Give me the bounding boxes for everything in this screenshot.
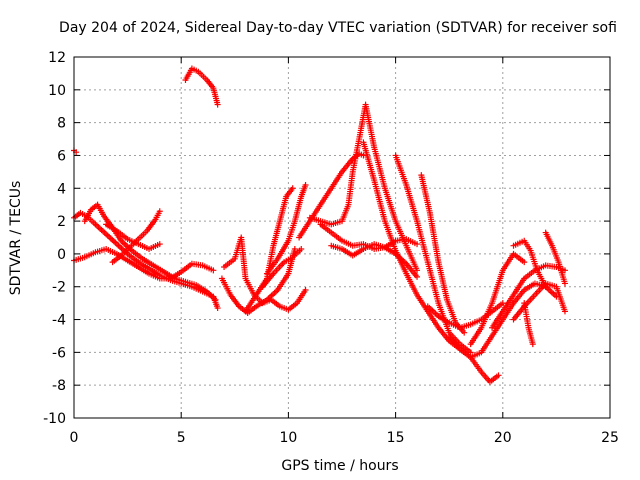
data-point: [156, 208, 163, 215]
y-tick-label: 12: [48, 50, 66, 66]
y-tick-label: 6: [57, 148, 66, 164]
y-tick-label: 8: [57, 116, 66, 132]
data-point: [561, 308, 568, 315]
x-tick-label: 25: [601, 430, 619, 446]
data-point: [302, 287, 309, 294]
y-tick-label: 2: [57, 214, 66, 230]
x-tick-label: 10: [279, 430, 297, 446]
data-point: [291, 245, 298, 252]
data-point: [210, 267, 217, 274]
y-axis-label: SDTVAR / TECUs: [8, 181, 24, 296]
data-point: [212, 296, 219, 303]
chart-title: Day 204 of 2024, Sidereal Day-to-day VTE…: [59, 20, 617, 36]
y-tick-label: -8: [52, 378, 66, 394]
x-tick-label: 0: [70, 430, 79, 446]
y-tick-label: 4: [57, 181, 66, 197]
data-point: [214, 305, 221, 312]
data-point: [529, 341, 536, 348]
data-point: [495, 372, 502, 379]
x-axis-label: GPS time / hours: [281, 458, 398, 474]
data-point: [561, 280, 568, 287]
x-tick-label: 5: [177, 430, 186, 446]
y-tick-label: -2: [52, 280, 66, 296]
data-point: [414, 267, 421, 274]
y-tick-label: 10: [48, 83, 66, 99]
y-tick-label: -4: [52, 313, 66, 329]
data-points: [71, 65, 568, 385]
axis-ticks: 0 5 10 15 20 25 -10 -8 -6 -4 -2 0 2 4 6 8 10 12: [43, 50, 619, 446]
y-tick-label: -6: [52, 345, 66, 361]
data-point: [414, 273, 421, 280]
data-point: [289, 185, 296, 192]
data-point: [414, 241, 421, 248]
data-point: [521, 259, 528, 266]
data-point: [156, 241, 163, 248]
grid-lines: [74, 57, 610, 418]
y-tick-label: 0: [57, 247, 66, 263]
x-tick-label: 20: [494, 430, 512, 446]
data-point: [214, 101, 221, 108]
data-point: [461, 329, 468, 336]
data-point: [499, 300, 506, 307]
data-point: [302, 181, 309, 188]
plot-frame: [73, 56, 611, 419]
y-tick-label: -10: [43, 411, 66, 427]
data-point: [298, 245, 305, 252]
x-tick-label: 15: [387, 430, 405, 446]
